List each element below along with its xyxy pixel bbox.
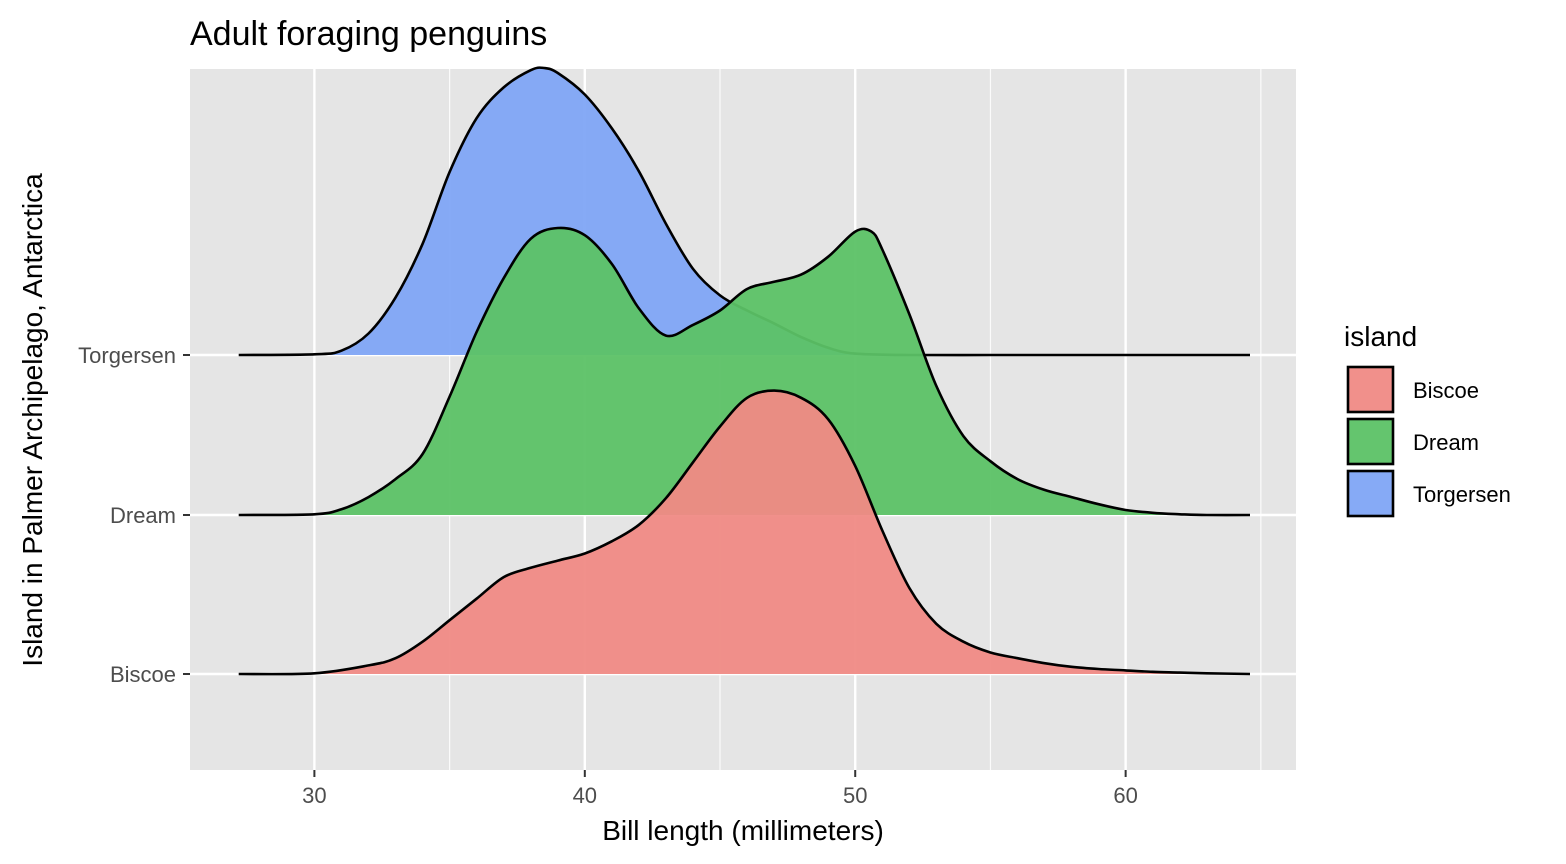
legend-label-torgersen: Torgersen — [1413, 482, 1511, 507]
y-tick-label-dream: Dream — [110, 503, 176, 528]
legend-swatch-biscoe — [1346, 365, 1395, 414]
y-tick-label-torgersen: Torgersen — [78, 343, 176, 368]
ridge-fill-biscoe — [238, 390, 1250, 675]
x-tick-label: 30 — [302, 783, 326, 808]
x-tick-label: 50 — [843, 783, 867, 808]
x-axis-title: Bill length (millimeters) — [602, 815, 884, 846]
ridge-outline-biscoe — [238, 389, 1251, 676]
ridge-outline-dream — [238, 226, 1251, 517]
y-axis-title: Island in Palmer Archipelago, Antarctica — [17, 173, 48, 667]
legend-label-dream: Dream — [1413, 430, 1479, 455]
legend-item-dream: Dream — [1346, 417, 1479, 466]
x-tick-label: 60 — [1113, 783, 1137, 808]
legend-swatch-dream — [1346, 417, 1395, 466]
x-tick-label: 40 — [573, 783, 597, 808]
y-tick-label-biscoe: Biscoe — [110, 662, 176, 687]
density-ridges — [238, 66, 1251, 676]
legend-swatch-torgersen — [1346, 469, 1395, 518]
legend: island Biscoe Dream Torgersen — [1344, 321, 1511, 518]
ridge-fill-dream — [238, 227, 1250, 516]
legend-label-biscoe: Biscoe — [1413, 378, 1479, 403]
legend-item-torgersen: Torgersen — [1346, 469, 1511, 518]
chart-title: Adult foraging penguins — [190, 15, 547, 53]
x-axis: 30 40 50 60 — [302, 770, 1138, 808]
legend-title: island — [1344, 321, 1417, 352]
ridge-biscoe — [238, 389, 1251, 676]
y-axis: Biscoe Dream Torgersen — [78, 343, 190, 687]
ridge-fill-torgersen — [238, 67, 1250, 356]
legend-item-biscoe: Biscoe — [1346, 365, 1479, 414]
ridge-dream — [238, 226, 1251, 517]
